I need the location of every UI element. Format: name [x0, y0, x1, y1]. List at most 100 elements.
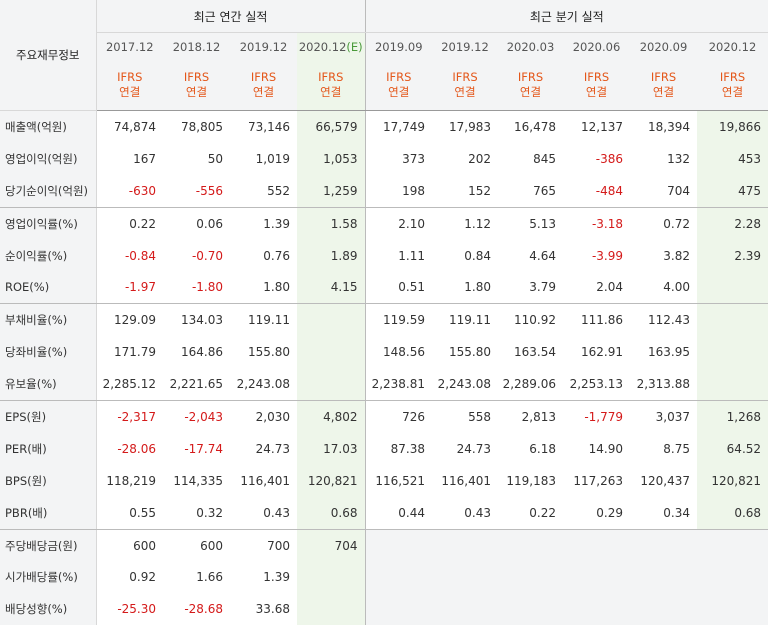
annual-value-cell: -630 — [96, 174, 163, 208]
annual-value-cell: 2,030 — [255, 409, 290, 424]
quarter-value-cell: 373 — [402, 151, 425, 166]
estimate-mark: (E) — [346, 39, 363, 54]
quarter-value-cell: 198 — [365, 174, 432, 208]
table-row: EPS(원) -2,317 -2,043 2,030 4,802 726 558 2,813 -… — [0, 400, 769, 433]
table-row: 영업이익률(%) 0.22 0.06 1.39 1.58 2.10 1.12 5.13 -3.1… — [0, 207, 769, 240]
annual-value-cell: 116,401 — [240, 473, 290, 488]
row-label: 주당배당금(원) — [0, 529, 97, 562]
annual-value-cell: -17.74 — [184, 441, 223, 456]
quarter-value-cell: 87.38 — [390, 441, 425, 456]
empty-cell — [432, 529, 498, 562]
table-row: 부채비율(%) 129.09 134.03 119.11 119.59 119.11 110… — [0, 303, 769, 337]
quarter-value-cell: 2.28 — [697, 207, 769, 240]
annual-value-cell: 129.09 — [114, 313, 156, 328]
quarter-value-cell: 19,866 — [697, 110, 769, 143]
quarter-value-cell — [697, 303, 769, 337]
annual-value-cell: 78,805 — [181, 119, 223, 134]
annual-value-cell: 4.15 — [297, 271, 366, 305]
quarter-value-cell: 152 — [432, 174, 498, 208]
quarter-value-cell: 0.68 — [697, 496, 769, 530]
quarter-value-cell: 726 — [402, 409, 425, 424]
annual-value-cell: -556 — [163, 174, 230, 208]
quarter-value-cell: 2,313.88 — [630, 368, 697, 402]
consolidated-label: 연결 — [721, 85, 744, 99]
ifrs-header: IFRS 연결 — [163, 60, 230, 111]
quarter-value-cell: 163.54 — [514, 345, 556, 360]
annual-value-cell: 1,019 — [255, 151, 290, 166]
annual-value-cell: 0.43 — [230, 496, 297, 530]
quarter-period-header: 2019.12 — [432, 32, 498, 60]
quarter-value-cell: 117,263 — [573, 473, 623, 488]
consolidated-label: 연결 — [585, 85, 608, 99]
quarter-value-cell: 155.80 — [449, 345, 491, 360]
annual-value-cell: 114,335 — [173, 473, 223, 488]
period-label: 2018.12 — [172, 39, 221, 54]
quarter-value-cell: 162.91 — [581, 345, 623, 360]
annual-value-cell: -28.06 — [117, 441, 156, 456]
quarter-value-cell: 4.00 — [630, 271, 697, 305]
quarter-value-cell: 14.90 — [588, 441, 623, 456]
row-label: 당기순이익(억원) — [0, 174, 97, 208]
quarter-value-cell: 3.82 — [663, 248, 690, 263]
annual-value-cell: 1.89 — [297, 239, 366, 272]
table-row: 매출액(억원) 74,874 78,805 73,146 66,579 17,749 17,… — [0, 110, 769, 143]
annual-value-cell: 0.92 — [129, 570, 156, 585]
row-label: 당좌비율(%) — [0, 336, 97, 369]
quarter-value-cell: 8.75 — [663, 441, 690, 456]
empty-cell — [432, 593, 498, 626]
empty-cell — [365, 529, 432, 562]
quarter-value-cell: 0.29 — [563, 496, 630, 530]
period-label: 2020.12 — [298, 39, 347, 54]
quarter-value-cell — [697, 368, 769, 402]
annual-value-cell: 552 — [230, 174, 297, 208]
ifrs-label: IFRS — [719, 70, 746, 84]
row-label: 유보율(%) — [0, 368, 97, 402]
empty-cell — [697, 593, 769, 626]
quarter-value-cell: 119,183 — [506, 473, 556, 488]
annual-value-cell: 1.80 — [230, 271, 297, 305]
ifrs-header: IFRS 연결 — [563, 60, 630, 111]
empty-cell — [563, 593, 630, 626]
quarter-value-cell: 24.73 — [456, 441, 491, 456]
quarter-value-cell: 0.34 — [630, 496, 697, 530]
ifrs-label: IFRS — [318, 70, 344, 84]
annual-value-cell: 2,243.08 — [230, 368, 297, 402]
quarter-value-cell: 110.92 — [514, 313, 556, 328]
annual-value-cell: 74,874 — [114, 119, 156, 134]
empty-cell — [697, 561, 769, 594]
empty-cell — [630, 561, 697, 594]
empty-cell — [365, 561, 432, 594]
quarter-period-header: 2020.12 — [697, 32, 769, 60]
empty-cell — [563, 529, 630, 562]
row-label: 매출액(억원) — [0, 110, 97, 143]
annual-value-cell: -28.68 — [184, 602, 223, 617]
row-label: 순이익률(%) — [0, 239, 97, 272]
quarter-value-cell: -3.18 — [591, 216, 623, 231]
quarter-value-cell: 112.43 — [648, 313, 690, 328]
row-label: ROE(%) — [0, 271, 97, 305]
annual-value-cell: 17.03 — [297, 432, 366, 465]
consolidated-label: 연결 — [454, 85, 476, 99]
annual-value-cell: -0.84 — [124, 248, 156, 263]
empty-cell — [630, 593, 697, 626]
quarter-value-cell: 116,521 — [375, 473, 425, 488]
quarter-value-cell: 111.86 — [581, 313, 623, 328]
quarter-value-cell — [697, 336, 769, 369]
annual-period-header: 2017.12 — [96, 32, 163, 60]
period-label: 2017.12 — [105, 39, 154, 54]
quarter-value-cell: 202 — [468, 151, 491, 166]
quarter-value-cell: 2,289.06 — [498, 368, 563, 402]
quarter-value-cell: 765 — [498, 174, 563, 208]
ifrs-label: IFRS — [117, 70, 143, 84]
consolidated-label: 연결 — [388, 85, 410, 99]
annual-period-header: 2019.12 — [230, 32, 297, 60]
quarter-value-cell: 3.79 — [498, 271, 563, 305]
annual-value-cell: 4,802 — [297, 400, 366, 433]
annual-value-cell: 167 — [133, 151, 156, 166]
row-label: PBR(배) — [0, 496, 97, 530]
empty-cell — [697, 529, 769, 562]
annual-value-cell: 120,821 — [297, 464, 366, 497]
annual-value-cell: 0.32 — [163, 496, 230, 530]
annual-value-cell: 33.68 — [255, 602, 290, 617]
quarter-value-cell: 17,983 — [449, 119, 491, 134]
